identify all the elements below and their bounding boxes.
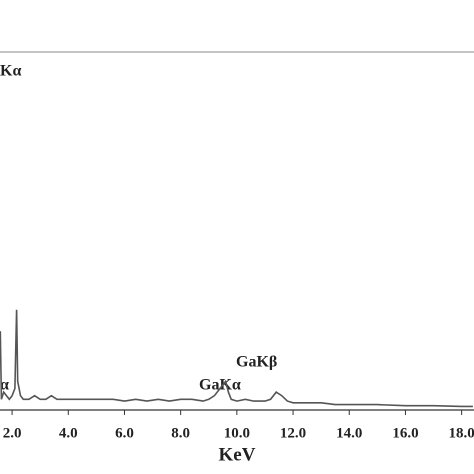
x-axis-label: KeV: [219, 444, 256, 465]
x-tick-label: 6.0: [115, 425, 134, 441]
annotation: Kα: [0, 63, 21, 80]
annotation: GaKα: [199, 377, 241, 394]
x-tick-label: 10.0: [224, 425, 250, 441]
x-tick-label: 18.0: [449, 425, 474, 441]
annotation: GaKβ: [236, 354, 277, 371]
x-tick-label: 2.0: [3, 425, 22, 441]
x-tick-label: 16.0: [392, 425, 418, 441]
spectrum-line: [0, 309, 473, 408]
x-tick-label: 8.0: [171, 425, 190, 441]
x-tick-label: 12.0: [280, 425, 306, 441]
annotation: α: [0, 377, 9, 394]
x-tick-label: 4.0: [59, 425, 78, 441]
x-tick-label: 14.0: [336, 425, 362, 441]
